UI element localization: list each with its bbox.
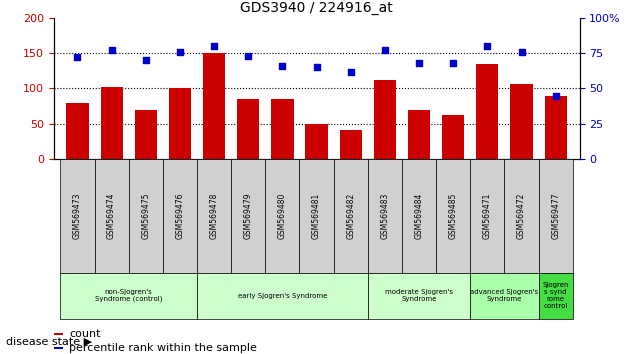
Bar <box>299 159 334 273</box>
Text: GSM569476: GSM569476 <box>175 193 185 239</box>
Bar <box>66 103 89 159</box>
Text: count: count <box>69 329 101 339</box>
Text: GSM569471: GSM569471 <box>483 193 492 239</box>
Bar <box>539 273 573 319</box>
Point <box>448 60 458 66</box>
Point <box>414 60 424 66</box>
Text: GSM569473: GSM569473 <box>73 193 82 239</box>
Text: GSM569477: GSM569477 <box>551 193 560 239</box>
Point <box>483 43 493 49</box>
Bar <box>60 159 94 273</box>
Text: GSM569485: GSM569485 <box>449 193 458 239</box>
Bar <box>402 159 436 273</box>
Bar <box>470 273 539 319</box>
Bar <box>272 99 294 159</box>
Point <box>346 69 356 74</box>
Bar <box>442 115 464 159</box>
Bar <box>135 110 157 159</box>
Point <box>106 47 117 53</box>
Bar <box>539 159 573 273</box>
Bar <box>306 124 328 159</box>
Text: GSM569484: GSM569484 <box>415 193 423 239</box>
Bar <box>203 53 225 159</box>
Text: GSM569482: GSM569482 <box>346 193 355 239</box>
Bar <box>340 130 362 159</box>
Text: moderate Sjogren's
Syndrome: moderate Sjogren's Syndrome <box>385 289 453 302</box>
Text: GSM569481: GSM569481 <box>312 193 321 239</box>
Bar <box>408 110 430 159</box>
Text: advanced Sjogren's
Syndrome: advanced Sjogren's Syndrome <box>471 289 539 302</box>
Bar <box>197 159 231 273</box>
Bar <box>197 273 368 319</box>
Point <box>551 93 561 98</box>
Point <box>312 64 322 70</box>
Text: GSM569483: GSM569483 <box>381 193 389 239</box>
Bar <box>231 159 265 273</box>
Bar <box>237 99 260 159</box>
Point <box>517 49 527 55</box>
Bar <box>436 159 470 273</box>
Point <box>140 57 151 63</box>
Text: GSM569474: GSM569474 <box>107 193 116 239</box>
Text: percentile rank within the sample: percentile rank within the sample <box>69 343 257 353</box>
Bar <box>470 159 505 273</box>
Bar <box>265 159 299 273</box>
Point <box>380 47 390 53</box>
Text: GSM569480: GSM569480 <box>278 193 287 239</box>
Bar <box>60 273 197 319</box>
Bar <box>94 159 129 273</box>
Bar <box>368 159 402 273</box>
Text: GSM569478: GSM569478 <box>210 193 219 239</box>
Bar <box>476 64 498 159</box>
Point <box>175 49 185 55</box>
Point <box>277 63 287 69</box>
Bar <box>163 159 197 273</box>
Bar <box>54 333 63 335</box>
Point <box>72 55 83 60</box>
Text: GSM569472: GSM569472 <box>517 193 526 239</box>
Bar <box>334 159 368 273</box>
Point <box>243 53 253 59</box>
Bar <box>510 84 532 159</box>
Bar <box>544 96 567 159</box>
Point <box>209 43 219 49</box>
Bar <box>54 347 63 349</box>
Text: non-Sjogren's
Syndrome (control): non-Sjogren's Syndrome (control) <box>95 289 163 302</box>
Bar <box>374 80 396 159</box>
Title: GDS3940 / 224916_at: GDS3940 / 224916_at <box>240 1 393 15</box>
Text: GSM569475: GSM569475 <box>141 193 151 239</box>
Text: disease state ▶: disease state ▶ <box>6 337 93 347</box>
Bar <box>129 159 163 273</box>
Text: GSM569479: GSM569479 <box>244 193 253 239</box>
Bar <box>505 159 539 273</box>
Text: early Sjogren's Syndrome: early Sjogren's Syndrome <box>238 293 327 298</box>
Bar <box>169 88 191 159</box>
Bar <box>368 273 470 319</box>
Text: Sjogren
s synd
rome
control: Sjogren s synd rome control <box>542 282 569 309</box>
Bar <box>101 87 123 159</box>
